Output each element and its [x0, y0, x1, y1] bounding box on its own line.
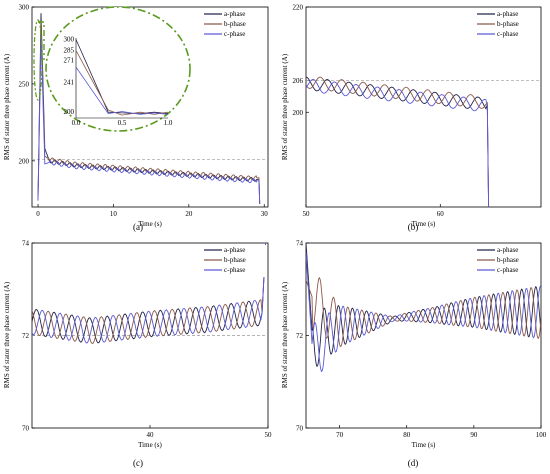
panel-c-xtick-label: 40	[147, 431, 155, 439]
inset-source-ellipse	[33, 19, 43, 101]
legend-label-a-phase: a-phase	[224, 10, 245, 18]
plot-text: 0 10 20 30 200 250 300 0.0 0.5 1.0 300 285 271 241 200…	[3, 4, 547, 469]
panel-d-line-b-phase	[306, 276, 541, 347]
inset-connector	[38, 21, 45, 60]
panel-d-xtick-label: 80	[403, 431, 411, 439]
panel-a-xlabel: Time (s)	[138, 220, 162, 228]
panel-d-caption: (d)	[408, 458, 419, 468]
panel-d-xtick-label: 90	[470, 431, 478, 439]
inset-line-b-phase	[75, 50, 169, 116]
inset-ytick-label: 300	[64, 35, 75, 43]
panel-c-caption: (c)	[133, 458, 143, 468]
panel-b-ytick-label: 200	[293, 109, 304, 117]
legend-label-b-phase: b-phase	[224, 20, 246, 28]
legend-label-a-phase: a-phase	[497, 10, 518, 18]
legend-label-c-phase: c-phase	[224, 266, 245, 274]
panel-a-caption: (a)	[133, 222, 143, 232]
inset-axes	[75, 38, 168, 119]
panel-b-xlabel: Time (s)	[412, 220, 436, 228]
panel-a-line-a-phase	[37, 13, 261, 204]
panel-d-ytick-label: 70	[296, 425, 304, 433]
panel-b-line-a-phase	[306, 76, 490, 207]
inset-ytick-label: 271	[64, 57, 75, 65]
panel-c-line-a-phase	[32, 243, 267, 344]
inset-xtick-label: 1.0	[164, 119, 173, 127]
legend-label-c-phase: c-phase	[497, 266, 518, 274]
panel-b-caption: (b)	[408, 222, 419, 232]
panel-c-ylabel: RMS of stator three phase current (A)	[3, 281, 11, 388]
panel-a-line-c-phase	[37, 37, 261, 204]
panel-a-xtick-label: 10	[110, 210, 118, 218]
panel-d-ylabel: RMS of stator three phase current (A)	[281, 281, 289, 388]
panel-b-line-b-phase	[306, 76, 490, 207]
legend-label-c-phase: c-phase	[224, 30, 245, 38]
panel-b-line-c-phase	[306, 78, 490, 207]
legend-label-b-phase: b-phase	[224, 256, 246, 264]
panel-a-xtick-label: 20	[185, 210, 193, 218]
panel-d-xlabel: Time (s)	[412, 441, 436, 449]
inset-magnifier-circle	[45, 6, 191, 132]
panel-c-ytick-label: 74	[22, 240, 30, 248]
legend-label-b-phase: b-phase	[497, 256, 519, 264]
panel-c-xtick-label: 50	[265, 431, 273, 439]
panel-d-line-a-phase	[306, 243, 541, 367]
panel-a-legend: a-phase b-phase c-phase	[202, 9, 266, 41]
panel-b-ylabel: RMS of stator three phase current (A)	[281, 53, 289, 160]
inset-ytick-label: 285	[64, 46, 75, 54]
panel-c-line-c-phase	[32, 243, 267, 344]
panel-a-frame	[31, 6, 269, 208]
inset-ytick-label: 200	[64, 108, 75, 116]
panel-a-ytick-label: 300	[19, 4, 30, 12]
panel-d-xtick-label: 70	[336, 431, 344, 439]
panel-b-ytick-label: 206	[293, 77, 304, 85]
inset-xtick-label: 0.5	[118, 119, 127, 127]
panel-a-xtick-label: 0	[36, 210, 40, 218]
panel-b-xtick-label: 50	[303, 210, 311, 218]
legend-label-b-phase: b-phase	[497, 20, 519, 28]
panel-d-line-c-phase	[306, 252, 541, 373]
panel-a-xtick-label: 30	[261, 210, 269, 218]
panel-c-ytick-label: 70	[22, 425, 30, 433]
plot-lines	[32, 6, 541, 373]
panel-d-legend: a-phase b-phase c-phase	[475, 245, 539, 277]
legend-label-a-phase: a-phase	[224, 246, 245, 254]
panel-a-ytick-label: 250	[19, 80, 30, 88]
inset-ytick-label: 241	[64, 78, 75, 86]
inset-xtick-label: 0.0	[72, 119, 81, 127]
inset-line-c-phase	[75, 66, 169, 115]
legend-label-c-phase: c-phase	[497, 30, 518, 38]
panel-b-legend: a-phase b-phase c-phase	[475, 9, 539, 41]
panel-a-ylabel: RMS of stator three phase current (A)	[3, 53, 11, 160]
panel-b-ytick-label: 220	[293, 4, 304, 12]
panel-b-xtick-label: 60	[437, 210, 445, 218]
panel-d-ytick-label: 72	[296, 332, 304, 340]
panel-c-legend: a-phase b-phase c-phase	[202, 245, 266, 277]
panel-d-xtick-label: 100	[536, 431, 547, 439]
panel-c-xlabel: Time (s)	[138, 441, 162, 449]
panel-c-line-b-phase	[32, 243, 267, 345]
panel-d-ytick-label: 74	[296, 240, 304, 248]
legend-label-a-phase: a-phase	[497, 246, 518, 254]
panel-b-frame	[305, 6, 542, 208]
panel-a-ytick-label: 200	[19, 157, 30, 165]
panel-c-ytick-label: 72	[22, 332, 30, 340]
